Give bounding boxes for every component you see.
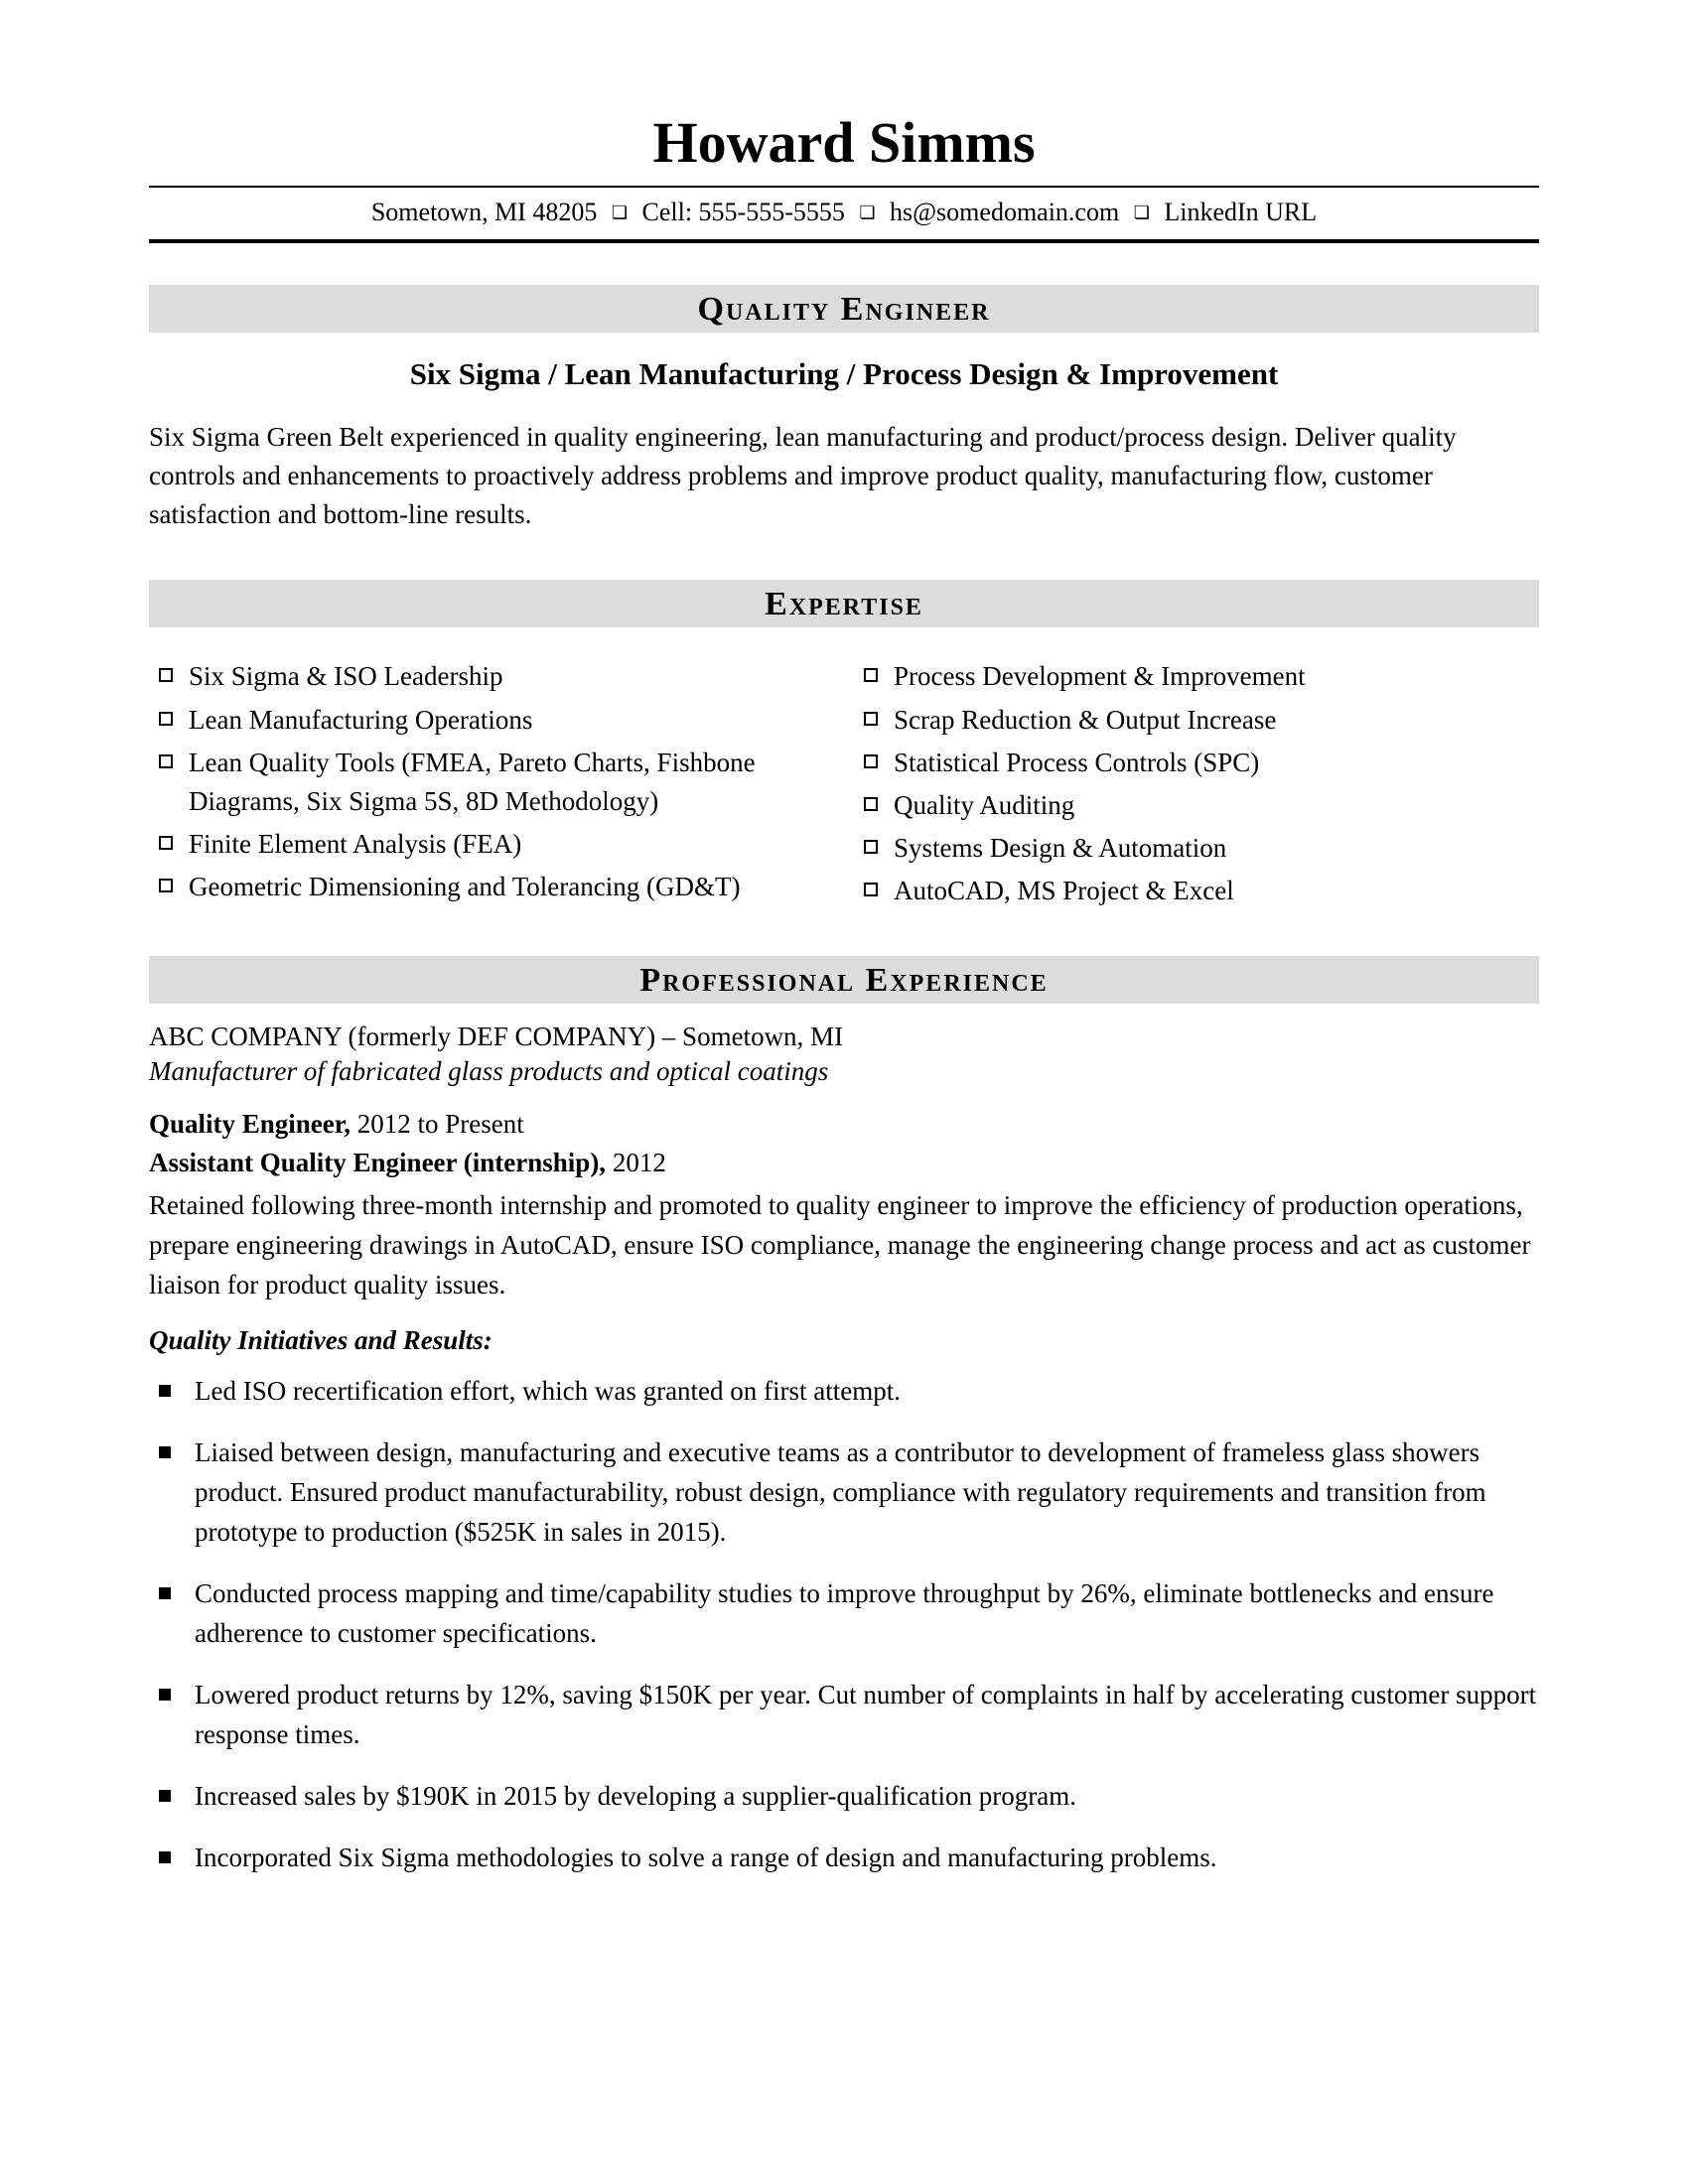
- contact-linkedin: LinkedIn URL: [1164, 198, 1317, 226]
- result-item: Increased sales by $190K in 2015 by deve…: [159, 1777, 1539, 1817]
- result-text: Liaised between design, manufacturing an…: [195, 1433, 1539, 1553]
- expertise-text: Systems Design & Automation: [894, 829, 1529, 868]
- expertise-item: Process Development & Improvement: [864, 657, 1529, 696]
- hollow-square-bullet-icon: [864, 797, 878, 811]
- expertise-text: Statistical Process Controls (SPC): [894, 744, 1529, 782]
- expertise-text: Lean Manufacturing Operations: [189, 701, 824, 740]
- expertise-text: Six Sigma & ISO Leadership: [189, 657, 824, 696]
- section-subtitle: Six Sigma / Lean Manufacturing / Process…: [149, 356, 1539, 392]
- expertise-text: AutoCAD, MS Project & Excel: [894, 872, 1529, 910]
- separator-icon: ❏: [859, 203, 875, 223]
- solid-square-bullet-icon: [159, 1446, 171, 1458]
- result-text: Lowered product returns by 12%, saving $…: [195, 1676, 1539, 1755]
- results-header: Quality Initiatives and Results:: [149, 1325, 1539, 1356]
- results-list: Led ISO recertification effort, which wa…: [149, 1372, 1539, 1878]
- hollow-square-bullet-icon: [159, 879, 173, 892]
- result-text: Conducted process mapping and time/capab…: [195, 1574, 1539, 1654]
- solid-square-bullet-icon: [159, 1689, 171, 1701]
- expertise-item: Systems Design & Automation: [864, 829, 1529, 868]
- expertise-item: Lean Quality Tools (FMEA, Pareto Charts,…: [159, 744, 824, 821]
- contact-address: Sometown, MI 48205: [371, 198, 598, 226]
- contact-cell: Cell: 555-555-5555: [641, 198, 844, 226]
- expertise-item: Geometric Dimensioning and Tolerancing (…: [159, 868, 824, 906]
- hollow-square-bullet-icon: [159, 712, 173, 726]
- section-heading-expertise: Expertise: [149, 580, 1539, 627]
- expertise-item: Finite Element Analysis (FEA): [159, 825, 824, 864]
- contact-email: hs@somedomain.com: [890, 198, 1119, 226]
- section-heading-title: Quality Engineer: [149, 285, 1539, 333]
- expertise-item: Statistical Process Controls (SPC): [864, 744, 1529, 782]
- hollow-square-bullet-icon: [159, 836, 173, 850]
- expertise-text: Finite Element Analysis (FEA): [189, 825, 824, 864]
- hollow-square-bullet-icon: [864, 712, 878, 726]
- expertise-item: Lean Manufacturing Operations: [159, 701, 824, 740]
- summary-paragraph: Six Sigma Green Belt experienced in qual…: [149, 418, 1539, 534]
- header-thick-rule: [149, 239, 1539, 243]
- expertise-text: Scrap Reduction & Output Increase: [894, 701, 1529, 740]
- separator-icon: ❏: [1134, 203, 1150, 223]
- company-description: Manufacturer of fabricated glass product…: [149, 1056, 1539, 1087]
- expertise-item: Quality Auditing: [864, 786, 1529, 825]
- hollow-square-bullet-icon: [864, 754, 878, 768]
- section-heading-experience: Professional Experience: [149, 956, 1539, 1004]
- company-line: ABC COMPANY (formerly DEF COMPANY) – Som…: [149, 1022, 1539, 1052]
- result-item: Incorporated Six Sigma methodologies to …: [159, 1839, 1539, 1878]
- role-title: Assistant Quality Engineer (internship),: [149, 1148, 606, 1177]
- solid-square-bullet-icon: [159, 1790, 171, 1802]
- expertise-left-column: Six Sigma & ISO Leadership Lean Manufact…: [159, 657, 824, 914]
- solid-square-bullet-icon: [159, 1851, 171, 1863]
- hollow-square-bullet-icon: [159, 754, 173, 768]
- hollow-square-bullet-icon: [159, 668, 173, 682]
- solid-square-bullet-icon: [159, 1385, 171, 1397]
- separator-icon: ❏: [612, 203, 628, 223]
- expertise-text: Geometric Dimensioning and Tolerancing (…: [189, 868, 824, 906]
- experience-body: Retained following three-month internshi…: [149, 1186, 1539, 1305]
- result-item: Conducted process mapping and time/capab…: [159, 1574, 1539, 1654]
- expertise-right-column: Process Development & Improvement Scrap …: [864, 657, 1529, 914]
- expertise-columns: Six Sigma & ISO Leadership Lean Manufact…: [149, 643, 1539, 914]
- result-item: Led ISO recertification effort, which wa…: [159, 1372, 1539, 1412]
- role-dates: 2012 to Present: [351, 1109, 524, 1139]
- contact-line: Sometown, MI 48205 ❏ Cell: 555-555-5555 …: [149, 188, 1539, 239]
- role-dates: 2012: [606, 1148, 666, 1177]
- expertise-item: Six Sigma & ISO Leadership: [159, 657, 824, 696]
- result-item: Liaised between design, manufacturing an…: [159, 1433, 1539, 1553]
- hollow-square-bullet-icon: [864, 668, 878, 682]
- expertise-text: Process Development & Improvement: [894, 657, 1529, 696]
- role-line: Assistant Quality Engineer (internship),…: [149, 1148, 1539, 1178]
- result-text: Incorporated Six Sigma methodologies to …: [195, 1839, 1539, 1878]
- result-item: Lowered product returns by 12%, saving $…: [159, 1676, 1539, 1755]
- result-text: Led ISO recertification effort, which wa…: [195, 1372, 1539, 1412]
- role-title: Quality Engineer,: [149, 1109, 351, 1139]
- result-text: Increased sales by $190K in 2015 by deve…: [195, 1777, 1539, 1817]
- expertise-item: AutoCAD, MS Project & Excel: [864, 872, 1529, 910]
- hollow-square-bullet-icon: [864, 840, 878, 854]
- solid-square-bullet-icon: [159, 1587, 171, 1599]
- applicant-name: Howard Simms: [149, 109, 1539, 176]
- expertise-text: Quality Auditing: [894, 786, 1529, 825]
- hollow-square-bullet-icon: [864, 883, 878, 896]
- role-line: Quality Engineer, 2012 to Present: [149, 1109, 1539, 1140]
- expertise-text: Lean Quality Tools (FMEA, Pareto Charts,…: [189, 744, 824, 821]
- expertise-item: Scrap Reduction & Output Increase: [864, 701, 1529, 740]
